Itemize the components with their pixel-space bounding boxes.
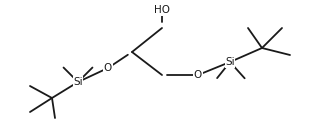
Text: Si: Si [73,77,83,87]
Text: O: O [194,70,202,80]
Text: O: O [104,63,112,73]
Text: Si: Si [225,57,235,67]
Text: HO: HO [154,5,170,15]
